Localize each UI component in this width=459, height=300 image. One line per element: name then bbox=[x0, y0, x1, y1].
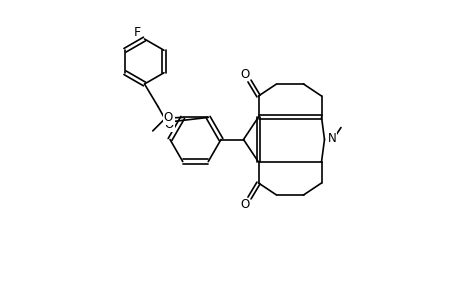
Text: O: O bbox=[240, 198, 249, 211]
Text: O: O bbox=[240, 68, 249, 81]
Text: O: O bbox=[164, 118, 174, 131]
Text: N: N bbox=[327, 131, 336, 145]
Text: F: F bbox=[133, 26, 140, 40]
Text: O: O bbox=[163, 111, 173, 124]
